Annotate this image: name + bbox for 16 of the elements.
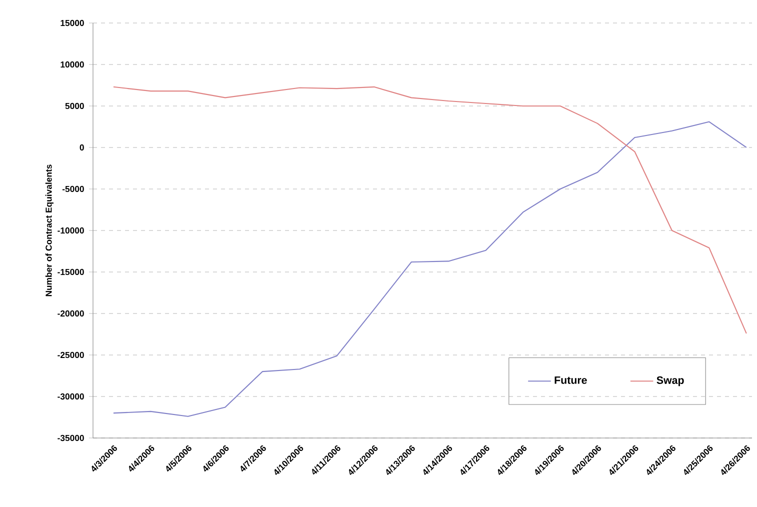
- y-tick-label: -30000: [58, 393, 84, 400]
- legend-label: Swap: [656, 376, 684, 386]
- y-tick-label: -10000: [58, 227, 84, 234]
- y-tick-label: 10000: [60, 61, 84, 68]
- y-tick-label: -5000: [62, 186, 84, 192]
- y-tick-label: 15000: [60, 20, 84, 26]
- y-tick-label: -35000: [58, 434, 84, 442]
- y-tick-label: 0: [80, 144, 84, 151]
- y-axis-title: Number of Contract Equivalents: [45, 164, 54, 296]
- y-tick-label: -20000: [58, 310, 84, 317]
- line-series: [112, 121, 747, 417]
- line-series: [112, 86, 747, 334]
- y-tick-label: -25000: [58, 352, 84, 358]
- y-tick-label: -15000: [58, 268, 84, 276]
- legend-label: Future: [554, 376, 587, 384]
- y-tick-label: 5000: [65, 102, 84, 110]
